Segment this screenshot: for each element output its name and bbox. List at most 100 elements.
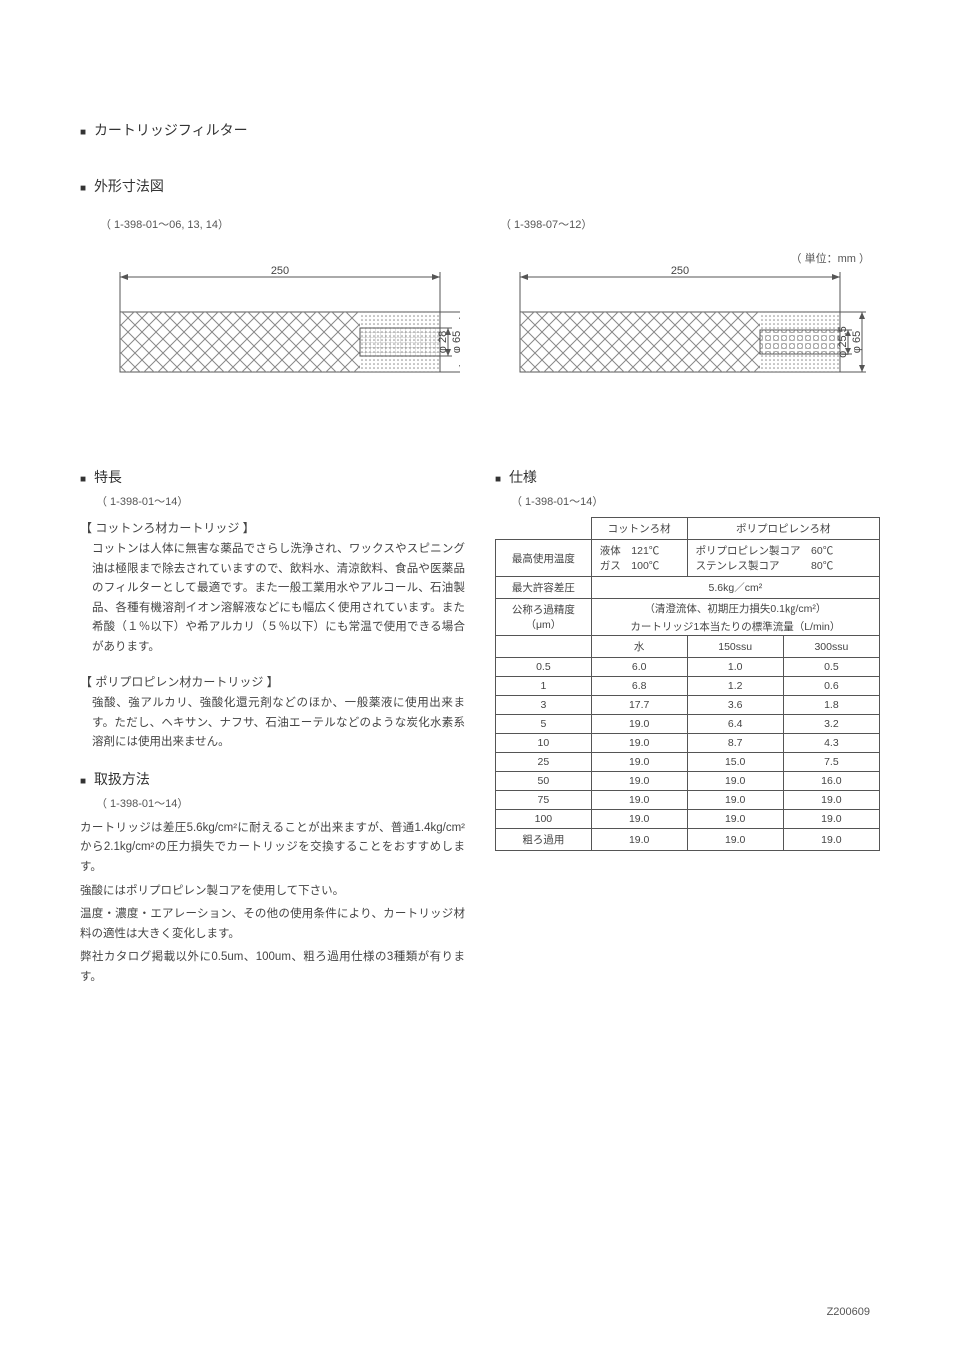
table-row: 5019.019.016.0 (496, 772, 880, 791)
table-row: 粗ろ過用19.019.019.0 (496, 829, 880, 851)
table-row: 519.06.43.2 (496, 715, 880, 734)
table-cell: 3.2 (783, 715, 879, 734)
maxdiff-val: 5.6kg／cm² (591, 577, 879, 599)
table-cell: 19.0 (591, 772, 687, 791)
th-maxtemp: 最高使用温度 (496, 540, 592, 577)
table-cell: 15.0 (687, 753, 783, 772)
table-row: 最大許容差圧 5.6kg／cm² (496, 577, 880, 599)
pp-title: 【 ポリプロピレン材カートリッジ 】 (80, 673, 465, 690)
bullet-icon: ■ (80, 474, 86, 485)
th-water: 水 (591, 636, 687, 658)
page-title: ■ カートリッジフィルター (80, 120, 880, 140)
table-cell: 19.0 (783, 791, 879, 810)
diagram-left: （ 1-398-01～06, 13, 14） 250 (100, 216, 470, 417)
table-cell: 0.6 (783, 677, 879, 696)
dim-250: 250 (271, 265, 289, 277)
table-cell: 1 (496, 677, 592, 696)
bullet-icon: ■ (80, 183, 86, 194)
th-pp: ポリプロピレンろ材 (687, 518, 879, 540)
table-cell: 6.0 (591, 658, 687, 677)
table-cell: 19.0 (783, 829, 879, 851)
table-row: 公称ろ過精度 （μm） （清澄流体、初期圧力損失0.1㎏/cm²） (496, 599, 880, 618)
table-cell: 50 (496, 772, 592, 791)
th-150: 150ssu (687, 636, 783, 658)
table-cell: 75 (496, 791, 592, 810)
th-maxdiff: 最大許容差圧 (496, 577, 592, 599)
table-cell: 1.0 (687, 658, 783, 677)
pp-temp: ポリプロピレン製コア 60℃ ステンレス製コア 80℃ (687, 540, 879, 577)
unit-label: （ 単位：mm ） (791, 250, 870, 266)
table-cell: 10 (496, 734, 592, 753)
dim-65r: φ 65 (851, 331, 863, 353)
table-row: コットンろ材 ポリプロピレンろ材 (496, 518, 880, 540)
handling-body1: カートリッジは差圧5.6kg/cm²に耐えることが出来ますが、普通1.4kg/c… (80, 819, 465, 878)
table-cell: 19.0 (591, 829, 687, 851)
handling-body4: 弊社カタログ掲載以外に0.5um、100um、粗ろ過用仕様の3種類が有ります。 (80, 948, 465, 987)
table-cell: 16.0 (783, 772, 879, 791)
diagram-right-svg: 250 φ 25.5 (500, 262, 880, 412)
table-cell: 4.3 (783, 734, 879, 753)
cotton-title: 【 コットンろ材カートリッジ 】 (80, 519, 465, 536)
two-col: ■ 特長 （ 1-398-01～14） 【 コットンろ材カートリッジ 】 コット… (80, 467, 880, 1003)
bullet-icon: ■ (80, 127, 86, 138)
table-row: 0.56.01.00.5 (496, 658, 880, 677)
table-row: 317.73.61.8 (496, 696, 880, 715)
table-row: 1019.08.74.3 (496, 734, 880, 753)
table-cell: 8.7 (687, 734, 783, 753)
table-cell: 粗ろ過用 (496, 829, 592, 851)
table-cell: 1.8 (783, 696, 879, 715)
table-cell: 19.0 (783, 810, 879, 829)
table-cell: 100 (496, 810, 592, 829)
spec-ref: （ 1-398-01～14） (511, 493, 880, 509)
th-nominal: 公称ろ過精度 （μm） (496, 599, 592, 636)
diagram-right-ref: （ 1-398-07～12） (500, 216, 880, 232)
table-cell: 6.8 (591, 677, 687, 696)
table-cell: 19.0 (687, 829, 783, 851)
table-row: 最高使用温度 液体 121℃ ガス 100℃ ポリプロピレン製コア 60℃ ステ… (496, 540, 880, 577)
table-cell: 19.0 (687, 810, 783, 829)
spec-table: コットンろ材 ポリプロピレンろ材 最高使用温度 液体 121℃ ガス 100℃ … (495, 517, 880, 851)
handling-ref: （ 1-398-01～14） (96, 795, 465, 811)
table-cell: 6.4 (687, 715, 783, 734)
dim-28: φ 28 (437, 331, 449, 353)
diagram-left-ref: （ 1-398-01～06, 13, 14） (100, 216, 470, 232)
features-title: ■ 特長 (80, 467, 465, 487)
table-cell: 3 (496, 696, 592, 715)
table-cell: 19.0 (687, 772, 783, 791)
table-cell: 0.5 (496, 658, 592, 677)
diagram-left-svg: 250 (100, 262, 460, 412)
spec-title-text: 仕様 (509, 469, 537, 485)
table-row: 10019.019.019.0 (496, 810, 880, 829)
table-row: 16.81.20.6 (496, 677, 880, 696)
diagram-right: （ 1-398-07～12） 250 (500, 216, 880, 417)
th-cotton: コットンろ材 (591, 518, 687, 540)
dim-250r: 250 (671, 265, 689, 277)
table-cell: 7.5 (783, 753, 879, 772)
table-cell: 17.7 (591, 696, 687, 715)
handling-title: ■ 取扱方法 (80, 769, 465, 789)
cotton-body: コットンは人体に無害な薬品でさらし洗浄され、ワックスやスピニング油は極限まで除去… (92, 540, 465, 657)
table-cell: 25 (496, 753, 592, 772)
dim-title-text: 外形寸法図 (94, 178, 164, 194)
handling-title-text: 取扱方法 (94, 771, 150, 787)
table-cell: 19.0 (591, 810, 687, 829)
right-col: ■ 仕様 （ 1-398-01～14） コットンろ材 ポリプロピレンろ材 最高使… (495, 467, 880, 1003)
handling-body3: 温度・濃度・エアレーション、その他の使用条件により、カートリッジ材料の適性は大き… (80, 905, 465, 944)
table-cell: 3.6 (687, 696, 783, 715)
table-row: 水 150ssu 300ssu (496, 636, 880, 658)
table-cell: 19.0 (591, 791, 687, 810)
bullet-icon: ■ (495, 474, 501, 485)
bullet-icon: ■ (80, 776, 86, 787)
table-cell: 19.0 (591, 734, 687, 753)
features-ref: （ 1-398-01～14） (96, 493, 465, 509)
diagram-row: （ 1-398-01～06, 13, 14） 250 (100, 216, 880, 417)
table-cell: 0.5 (783, 658, 879, 677)
spec-title: ■ 仕様 (495, 467, 880, 487)
pp-body: 強酸、強アルカリ、強酸化還元剤などのほか、一般薬液に使用出来ます。ただし、ヘキサ… (92, 694, 465, 753)
table-cell: 19.0 (591, 753, 687, 772)
table-cell: 19.0 (687, 791, 783, 810)
clean-fluid: （清澄流体、初期圧力損失0.1㎏/cm²） (591, 599, 879, 618)
table-cell: 1.2 (687, 677, 783, 696)
page-code: Z200609 (827, 1306, 870, 1318)
dim-65: φ 65 (451, 331, 460, 353)
